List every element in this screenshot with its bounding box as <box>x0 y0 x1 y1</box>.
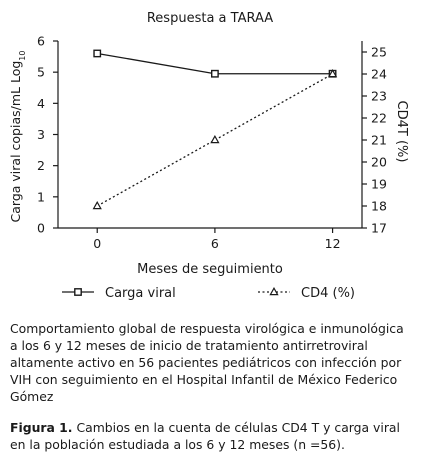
series-1-point <box>211 69 219 78</box>
chart-title: Respuesta a TARAA <box>147 11 273 26</box>
y-right-tick-label: 25 <box>371 45 387 60</box>
x-axis-label: Meses de seguimiento <box>137 262 283 277</box>
series-1-point <box>93 49 102 58</box>
legend-marker-1 <box>74 288 82 296</box>
y-left-tick-label: 5 <box>37 65 45 80</box>
y-right-tick-label: 22 <box>371 111 387 126</box>
y-left-tick-label: 4 <box>37 96 45 111</box>
y-left-tick-label: 6 <box>37 34 45 49</box>
y-left-tick-label: 3 <box>37 127 45 142</box>
y-right-tick-label: 17 <box>371 221 387 236</box>
y-right-tick-label: 24 <box>371 67 387 82</box>
legend-label-1: Carga viral <box>105 286 176 301</box>
chart-description: Comportamiento global de respuesta virol… <box>10 321 404 404</box>
series-2-point <box>327 68 338 78</box>
legend-marker-2 <box>269 286 279 296</box>
y-right-tick-label: 18 <box>371 199 387 214</box>
x-tick-label: 6 <box>211 236 219 251</box>
y-left-tick-label: 0 <box>37 221 45 236</box>
y-left-tick-label: 1 <box>37 189 45 204</box>
y-right-tick-label: 23 <box>371 89 387 104</box>
y-right-tick-label: 19 <box>371 177 387 192</box>
y-axis-left-label: Carga viral copias/mL Log10 <box>8 51 27 223</box>
x-tick-label: 12 <box>325 236 341 251</box>
y-axis-left-label-subscript: 10 <box>18 51 27 61</box>
figure-caption: Figura 1. Cambios en la cuenta de célula… <box>10 419 414 453</box>
figure-caption-text: Cambios en la cuenta de células CD4 T y … <box>10 420 400 452</box>
legend-label-2: CD4 (%) <box>301 286 355 301</box>
y-right-tick-label: 20 <box>371 155 387 170</box>
y-left-tick-label: 2 <box>37 158 45 173</box>
y-right-tick-label: 21 <box>371 133 387 148</box>
x-tick-label: 0 <box>93 236 101 251</box>
figure-label: Figura 1. <box>10 420 73 435</box>
series-2-point <box>92 200 102 210</box>
y-axis-right-label: CD4T (%) <box>394 101 409 163</box>
chart: Respuesta a TARAA 0123456171819202122232… <box>8 11 409 301</box>
series-2-point <box>210 134 220 144</box>
